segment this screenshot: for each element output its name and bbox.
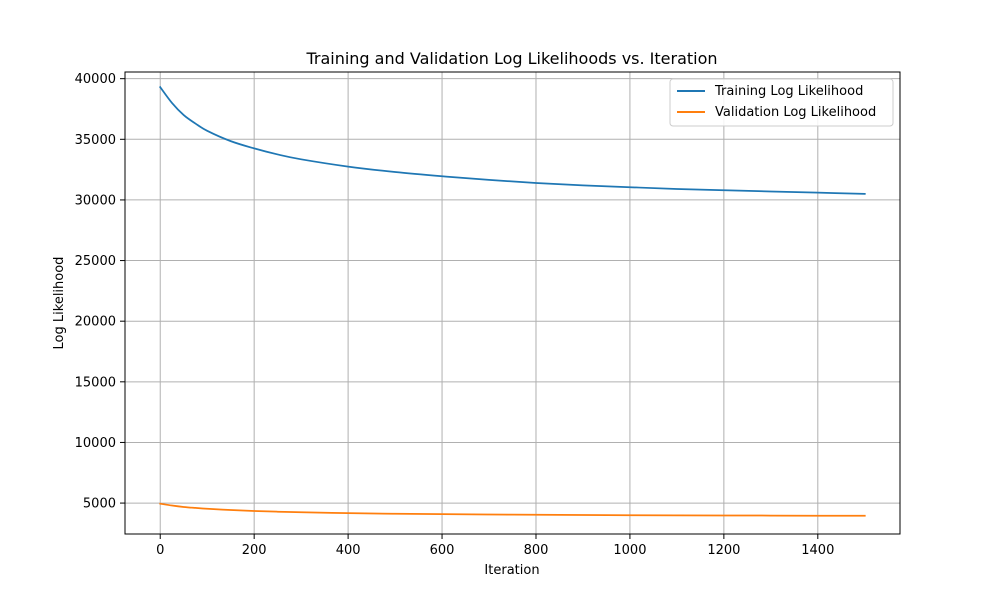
plot-frame [124,71,901,535]
legend-box [669,78,894,127]
y-tick-label: 35000 [75,133,116,148]
plot-lines [159,85,866,517]
x-tick-label: 600 [430,543,455,558]
legend: Training Log Likelihood Validation Log L… [669,78,894,127]
y-tick-label: 10000 [75,436,116,451]
x-axis-title: Iteration [484,563,539,578]
y-tick-label: 20000 [75,315,116,330]
series-line-training [159,85,866,195]
y-tick-label: 40000 [75,72,116,87]
x-tick-label: 200 [242,543,267,558]
y-tick-label: 5000 [83,497,116,512]
y-tick-label: 25000 [75,254,116,269]
y-axis-title: Log Likelihood [52,257,67,350]
x-tick-label: 0 [156,543,164,558]
x-tick-label: 1200 [707,543,740,558]
grid [125,72,900,534]
x-tick-label: 1400 [801,543,834,558]
legend-label-validation: Validation Log Likelihood [715,105,876,120]
legend-label-training: Training Log Likelihood [714,84,863,99]
x-tick-label: 1000 [613,543,646,558]
x-tick-label: 800 [524,543,549,558]
chart-title: Training and Validation Log Likelihoods … [305,49,717,68]
y-tick-label: 30000 [75,193,116,208]
y-axis-ticks: 5000 10000 15000 20000 25000 30000 35000 40000 [75,72,125,512]
y-tick-label: 15000 [75,375,116,390]
x-tick-label: 400 [336,543,361,558]
series-line-validation [159,502,866,517]
x-axis-ticks: 0 200 400 600 800 1000 1200 1400 [156,534,834,558]
